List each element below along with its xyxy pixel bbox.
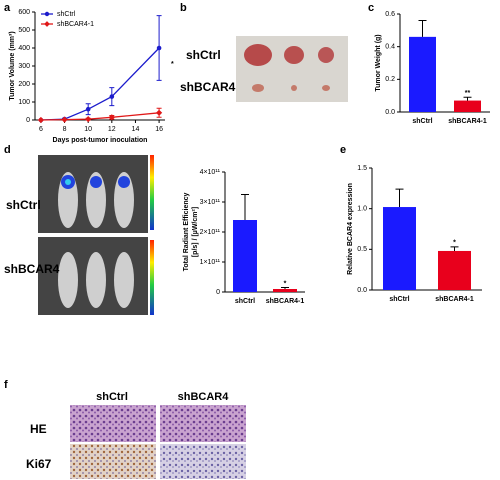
y-tick-label: 4×10¹¹ xyxy=(200,169,221,176)
histology-image xyxy=(70,444,156,479)
y-tick-label: 2×10¹¹ xyxy=(200,229,221,236)
annotation: ** xyxy=(465,90,471,97)
y-axis-label: Tumor Volume (mm³) xyxy=(9,31,16,100)
y-tick-label: 0.2 xyxy=(385,76,395,83)
bar xyxy=(438,250,471,290)
y-tick-label: 0.6 xyxy=(385,11,395,18)
tumor xyxy=(284,46,304,64)
point xyxy=(85,106,91,112)
x-tick-label: 10 xyxy=(84,126,92,133)
point xyxy=(155,109,163,116)
tumor xyxy=(322,85,330,91)
error-bar xyxy=(395,188,404,208)
y-tick-label: 1.0 xyxy=(357,206,367,213)
colorbar xyxy=(150,155,154,230)
y-tick-label: 1×10¹¹ xyxy=(200,259,221,266)
histology-image xyxy=(160,444,246,479)
annotation: * xyxy=(171,61,174,68)
colorbar xyxy=(150,240,154,315)
x-tick-label: 14 xyxy=(132,126,140,133)
y-tick-label: 0.0 xyxy=(357,287,367,294)
bar xyxy=(454,100,481,112)
x-tick-label: 16 xyxy=(155,126,163,133)
series-line xyxy=(40,47,160,121)
legend-label: shBCAR4-1 xyxy=(57,21,94,28)
y-tick-label: 500 xyxy=(18,27,30,34)
bar xyxy=(273,289,297,292)
point xyxy=(156,45,162,51)
x-tick-label: shBCAR4-1 xyxy=(435,296,474,303)
y-tick-label: 0 xyxy=(216,289,220,296)
y-tick-label: 0.4 xyxy=(385,44,395,51)
annotation: * xyxy=(284,280,287,287)
tumor xyxy=(252,84,264,92)
y-tick-label: 0.0 xyxy=(385,109,395,116)
error-bar xyxy=(281,287,289,289)
y-axis-label: Tumor Weight (g) xyxy=(375,34,382,91)
y-tick-label: 300 xyxy=(18,63,30,70)
tumor xyxy=(318,47,334,63)
y-tick-label: 1.5 xyxy=(357,165,367,172)
panel-letter: d xyxy=(4,144,11,156)
x-tick-label: shCtrl xyxy=(412,118,432,125)
histology-image xyxy=(70,405,156,442)
group-label: shCtrl xyxy=(6,198,41,212)
bar xyxy=(409,36,436,112)
y-tick-label: 400 xyxy=(18,45,30,52)
histology-image xyxy=(160,405,246,442)
y-tick-label: 0 xyxy=(26,117,30,124)
y-axis-label: Relative BCAR4 expression xyxy=(347,183,354,275)
x-tick-label: shBCAR4-1 xyxy=(266,298,305,305)
group-label: shBCAR4 xyxy=(180,80,236,94)
y-tick-label: 200 xyxy=(18,81,30,88)
column-label: shCtrl xyxy=(96,391,128,403)
legend-label: shCtrl xyxy=(57,11,76,18)
error-bar xyxy=(463,96,472,101)
y-tick-label: 600 xyxy=(18,9,30,16)
panel-letter: e xyxy=(340,144,346,156)
y-tick-label: 0.5 xyxy=(357,246,367,253)
error-bar xyxy=(418,20,427,37)
point xyxy=(109,94,115,99)
x-tick-label: 6 xyxy=(39,126,43,133)
point xyxy=(37,116,45,124)
annotation: * xyxy=(453,240,456,247)
bar xyxy=(233,220,257,292)
column-label: shBCAR4 xyxy=(178,391,230,403)
x-tick-label: shCtrl xyxy=(389,296,409,303)
error-bar xyxy=(241,194,249,220)
group-label: shBCAR4 xyxy=(4,262,60,276)
legend-marker xyxy=(44,11,50,17)
panel-letter: a xyxy=(4,2,11,14)
x-tick-label: shBCAR4-1 xyxy=(448,118,487,125)
point xyxy=(85,115,92,123)
x-tick-label: 12 xyxy=(108,126,116,133)
y-tick-label: 3×10¹¹ xyxy=(200,199,221,206)
point xyxy=(108,114,115,121)
row-label: Ki67 xyxy=(26,457,52,471)
x-tick-label: shCtrl xyxy=(235,298,255,305)
tumor xyxy=(244,44,272,66)
panel-letter: f xyxy=(4,379,8,391)
y-axis-label: Total Radiant Efficiency xyxy=(183,192,190,271)
y-tick-label: 100 xyxy=(18,99,30,106)
bar xyxy=(383,207,416,290)
x-tick-label: 8 xyxy=(63,126,67,133)
error-bar xyxy=(450,246,459,251)
row-label: HE xyxy=(30,422,47,436)
tumor xyxy=(291,85,297,91)
panel-letter: c xyxy=(368,2,374,14)
legend-marker xyxy=(44,21,50,27)
panel-letter: b xyxy=(180,2,187,14)
x-axis-label: Days post-tumor inoculation xyxy=(53,137,148,144)
point xyxy=(61,116,68,123)
group-label: shCtrl xyxy=(186,48,221,62)
y-axis-label: [p/s] / [µW/cm²] xyxy=(192,207,199,257)
